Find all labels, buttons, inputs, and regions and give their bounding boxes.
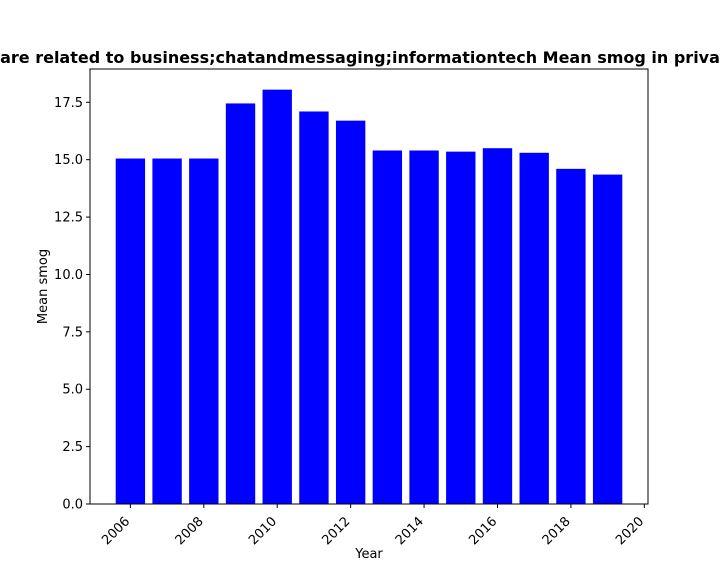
x-tick-label: 2020 [613, 514, 647, 548]
x-axis: 2006 2008 2010 2012 2014 2016 2018 2020 [99, 504, 647, 548]
bar-2009 [225, 103, 256, 505]
y-tick-label: 12.5 [54, 211, 83, 226]
y-tick-label: 10.0 [54, 268, 83, 283]
y-tick-label: 5.0 [62, 383, 83, 398]
plot-frame [89, 68, 649, 505]
x-axis-label: Year [354, 547, 383, 562]
y-axis: 0.0 2.5 5.0 7.5 10.0 12.5 15.0 17.5 [54, 96, 90, 513]
bar-2014 [409, 150, 439, 505]
x-tick-label: 2018 [540, 514, 574, 548]
bar-2018 [556, 168, 586, 504]
x-tick-label: 2006 [99, 514, 133, 548]
x-tick-label: 2010 [246, 514, 280, 548]
y-tick-label: 7.5 [62, 325, 83, 340]
y-tick-label: 2.5 [62, 440, 83, 455]
y-tick-label: 15.0 [54, 153, 83, 168]
x-tick-label: 2008 [173, 514, 207, 548]
bar-2019 [592, 174, 623, 504]
bar-2007 [152, 158, 182, 504]
bars [115, 89, 623, 505]
y-axis-label: Mean smog [36, 249, 51, 324]
bar-2013 [372, 150, 403, 505]
bar-2015 [446, 151, 476, 504]
bar-2016 [482, 148, 513, 504]
bar-2010 [262, 89, 292, 504]
bar-2017 [519, 152, 549, 505]
bar-2012 [335, 120, 366, 505]
x-tick-label: 2014 [393, 514, 427, 548]
y-tick-label: 0.0 [62, 498, 83, 513]
bar-2011 [299, 111, 329, 504]
x-tick-label: 2012 [319, 514, 353, 548]
bar-2006 [115, 158, 146, 504]
x-tick-label: 2016 [466, 514, 500, 548]
y-tick-label: 17.5 [54, 96, 83, 111]
chart-title: are related to business;chatandmessaging… [0, 48, 720, 67]
bar-2008 [189, 158, 219, 504]
